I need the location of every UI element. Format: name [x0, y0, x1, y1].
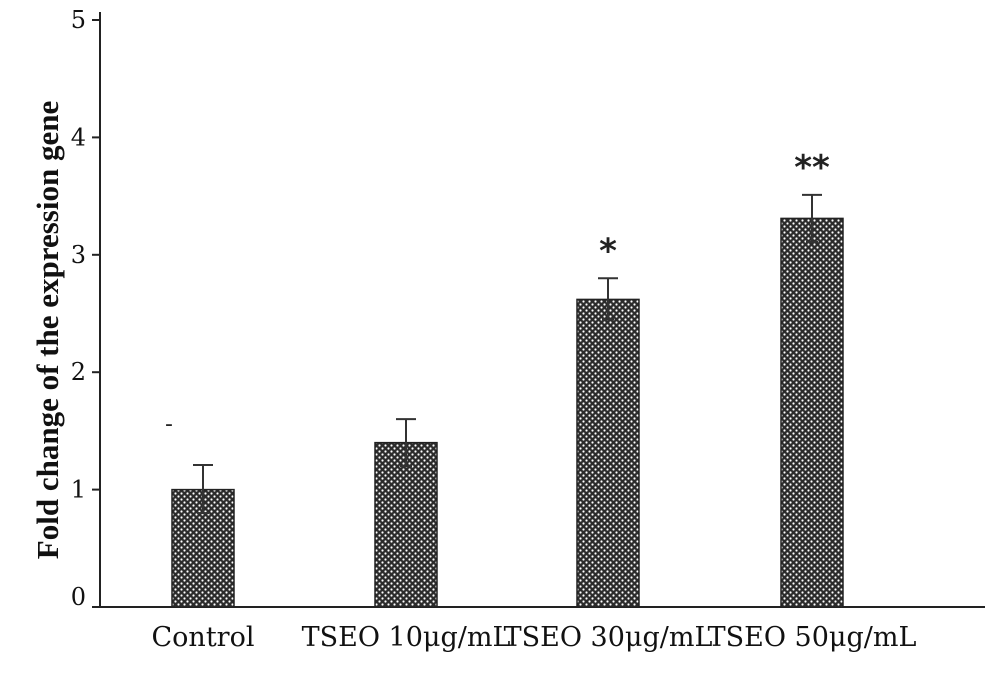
bar: [780, 217, 844, 608]
y-axis-label-group: Fold change of the expression gene: [30, 101, 65, 559]
y-tick-label: 2: [71, 358, 86, 386]
y-axis-label: Fold change of the expression gene: [30, 101, 65, 559]
significance-marker: **: [794, 148, 830, 188]
x-tick-label: TSEO 10μg/mL: [302, 622, 511, 653]
bars: [171, 217, 844, 608]
y-tick-label: 1: [71, 476, 86, 504]
y-tick-label: 5: [71, 6, 86, 34]
significance-marker: -: [165, 412, 173, 437]
significance-annotations: -***: [165, 148, 830, 437]
x-tick-label: TSEO 30μg/mL: [504, 622, 713, 653]
x-tick-label: TSEO 50μg/mL: [708, 622, 917, 653]
y-tick-label: 0: [71, 583, 86, 611]
y-tick-label: 3: [71, 241, 86, 269]
error-bar: [598, 277, 618, 321]
significance-marker: *: [599, 231, 617, 271]
bar: [576, 298, 640, 608]
error-bar: [802, 193, 822, 243]
bar: [374, 441, 438, 608]
y-tick-label: 4: [71, 123, 86, 151]
error-bar: [193, 463, 213, 515]
y-ticks: 0 1 2 3 4 5: [71, 6, 100, 611]
x-tick-label: Control: [152, 622, 255, 653]
error-bars: [193, 193, 822, 515]
error-bar: [396, 418, 416, 468]
